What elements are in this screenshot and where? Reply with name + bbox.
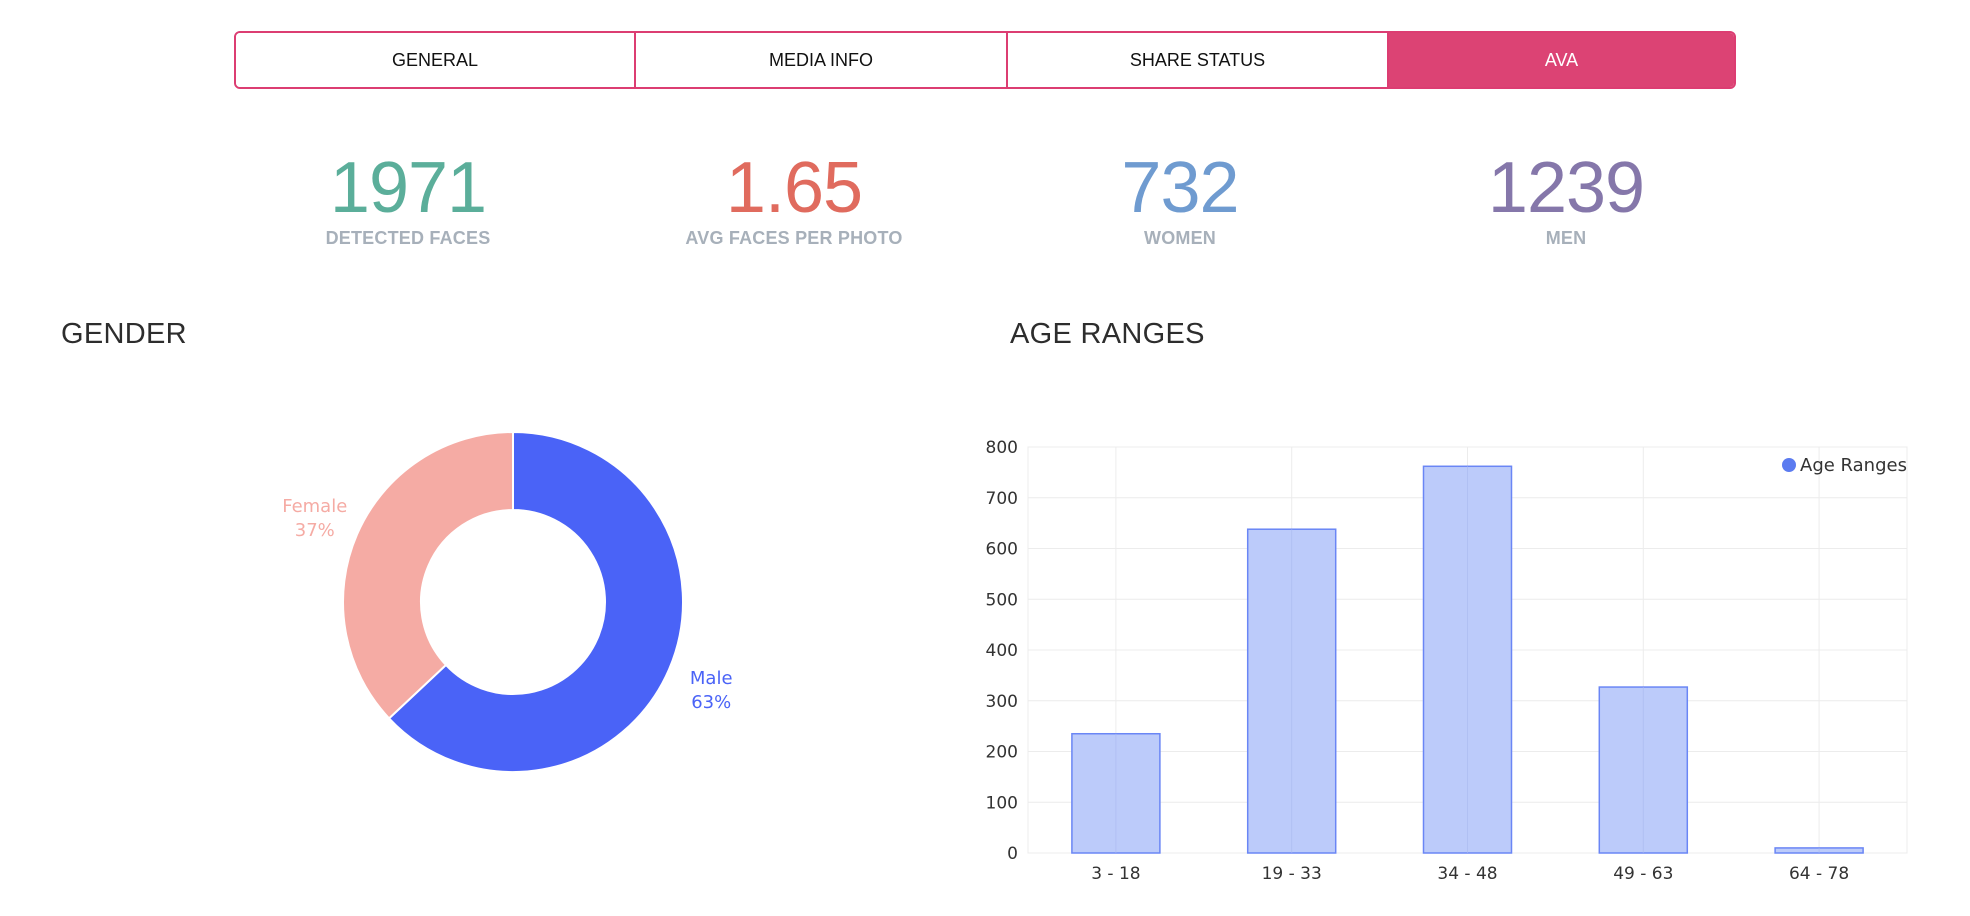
stat-detected-faces: 1971 DETECTED FACES [208, 146, 608, 249]
donut-percent-female: 37% [295, 520, 335, 541]
legend-label[interactable]: Age Ranges [1800, 455, 1907, 476]
stat-value: 1.65 [725, 148, 863, 228]
donut-label-female: Female [282, 496, 347, 517]
x-tick-label: 34 - 48 [1437, 864, 1497, 884]
y-tick-label: 100 [986, 793, 1018, 813]
stat-label: DETECTED FACES [325, 228, 491, 248]
y-tick-label: 800 [986, 438, 1018, 458]
x-tick-label: 64 - 78 [1789, 864, 1849, 884]
stat-men: 1239 MEN [1366, 146, 1766, 249]
stat-label: AVG FACES PER PHOTO [685, 228, 903, 248]
stat-women: 732 WOMEN [980, 146, 1380, 249]
tab-general[interactable]: GENERAL [236, 33, 636, 87]
tab-media-info[interactable]: MEDIA INFO [636, 33, 1008, 87]
y-tick-label: 0 [1007, 844, 1018, 864]
x-tick-label: 3 - 18 [1091, 864, 1140, 884]
age-ranges-bar-chart: 0 100 200 300 400 500 600 700 800 3 - 18 19 - 33 34… [986, 438, 1908, 884]
legend-marker [1782, 458, 1796, 472]
y-tick-label: 200 [986, 743, 1018, 763]
tab-bar: GENERAL MEDIA INFO SHARE STATUS AVA [234, 31, 1736, 89]
stat-label: MEN [1545, 228, 1587, 248]
gender-title: GENDER [61, 318, 187, 350]
x-tick-label: 19 - 33 [1262, 864, 1322, 884]
tab-share-status[interactable]: SHARE STATUS [1008, 33, 1389, 87]
stat-value: 1239 [1487, 148, 1645, 228]
stat-label: WOMEN [1144, 228, 1216, 248]
y-tick-label: 700 [986, 489, 1018, 509]
y-tick-label: 500 [986, 590, 1018, 610]
donut-percent-male: 63% [691, 692, 731, 713]
tab-ava[interactable]: AVA [1389, 33, 1734, 87]
y-tick-label: 600 [986, 540, 1018, 560]
y-tick-label: 400 [986, 641, 1018, 661]
y-tick-label: 300 [986, 692, 1018, 712]
stat-value: 1971 [329, 148, 487, 228]
gender-donut-chart: Male 63% Female 37% [282, 430, 733, 773]
donut-slice-male[interactable] [387, 430, 684, 773]
stat-value: 732 [1121, 148, 1239, 228]
stat-avg-faces-per-photo: 1.65 AVG FACES PER PHOTO [594, 146, 994, 249]
x-tick-label: 49 - 63 [1613, 864, 1673, 884]
age-ranges-title: AGE RANGES [1010, 318, 1205, 350]
donut-label-male: Male [690, 668, 733, 689]
donut-slice-female[interactable] [342, 430, 514, 720]
